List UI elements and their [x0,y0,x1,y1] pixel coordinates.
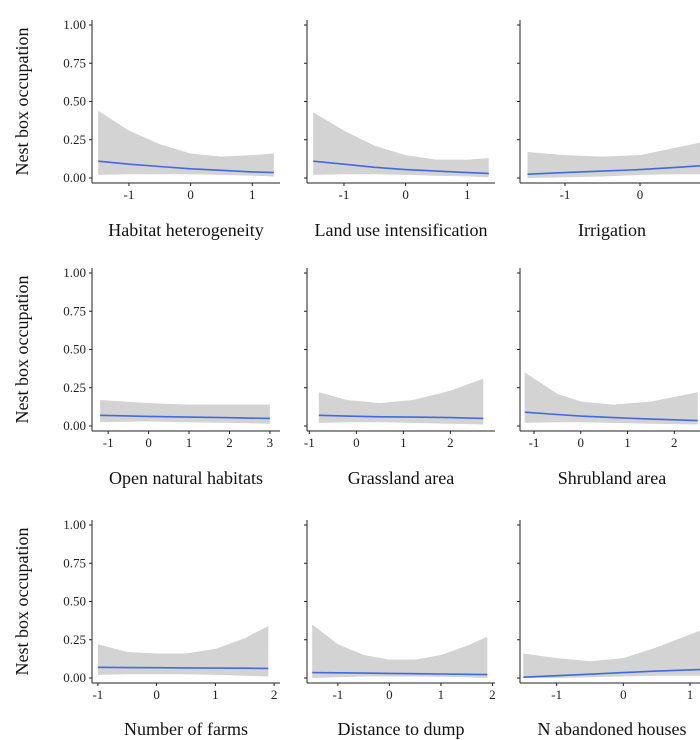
x-axis-label: Grassland area [348,468,454,488]
panel-7: 0.00 0.25 0.50 0.75 1.00 -1 0 1 2 Number of farms… [12,517,280,739]
x-tick-label: 0 [187,187,194,202]
x-tick-label: 0 [637,187,644,202]
fitted-line [100,414,270,420]
x-tick-label: 1 [464,187,471,202]
x-axis-label: N abandoned houses [538,719,687,739]
x-tick-label: -1 [92,687,103,702]
x-tick-label: -1 [124,187,135,202]
panel-2: -1 0 1 Land use intensification [304,20,495,240]
fitted-line [318,414,484,420]
x-tick-label: 1 [624,435,631,450]
confidence-band [313,112,489,178]
confidence-band [98,110,274,177]
y-tick-label: 0.75 [63,555,86,570]
x-axis-label: Shrubland area [558,468,666,488]
x-tick-label: 1 [687,687,694,702]
y-tick-label: 0.50 [63,594,86,609]
fitted-line [524,411,698,422]
panel-1: 0.00 0.25 0.50 0.75 1.00 -1 0 1 Habitat heteroge… [12,17,280,240]
y-axis-label: Nest box occupation [12,528,32,676]
x-tick-label: 0 [353,435,360,450]
x-tick-label: 2 [671,435,678,450]
confidence-band [524,372,698,425]
x-axis-label: Habitat heterogeneity [108,220,263,240]
x-tick-label: -1 [529,435,540,450]
y-tick-label: 0.00 [63,670,86,685]
x-tick-label: 2 [226,435,233,450]
panel-9: -1 0 1 N abandoned houses [517,520,700,739]
x-tick-label: -1 [551,687,562,702]
x-tick-label: 0 [578,435,585,450]
x-tick-label: 2 [447,435,454,450]
confidence-band [312,624,488,678]
fitted-line [313,160,489,175]
x-tick-label: 0 [402,187,409,202]
x-tick-label: 2 [271,687,278,702]
y-tick-label: 0.50 [63,94,86,109]
x-tick-label: -1 [339,187,350,202]
y-axis-label: Nest box occupation [12,28,32,176]
fitted-line [312,671,488,676]
x-tick-label: 0 [620,687,627,702]
confidence-band [97,626,269,677]
confidence-band [318,378,484,425]
y-tick-label: 1.00 [63,17,86,32]
y-tick-label: 1.00 [63,517,86,532]
y-tick-label: 0.00 [63,418,86,433]
y-tick-label: 0.25 [63,132,86,147]
y-tick-label: 0.75 [63,55,86,70]
y-tick-label: 0.50 [63,342,86,357]
x-tick-label: -1 [560,187,571,202]
x-tick-label: 3 [267,435,274,450]
panel-3: -1 0 Irrigation [517,20,700,240]
y-tick-label: 0.75 [63,303,86,318]
fitted-line [97,666,269,670]
x-tick-label: -1 [103,435,114,450]
panel-4: 0.00 0.25 0.50 0.75 1.00 -1 0 1 2 3 Open natural h… [12,265,280,488]
x-tick-label: 1 [438,687,445,702]
x-tick-label: 0 [145,435,152,450]
x-tick-label: -1 [332,687,343,702]
y-tick-label: 1.00 [63,265,86,280]
panel-6: -1 0 1 2 Shrubland area [517,268,700,488]
x-tick-label: 1 [212,687,219,702]
x-tick-label: 1 [186,435,193,450]
x-tick-label: 1 [249,187,256,202]
y-tick-label: 0.00 [63,170,86,185]
fitted-line [98,160,274,174]
x-tick-label: 0 [153,687,160,702]
panel-5: -1 0 1 2 Grassland area [304,268,495,488]
x-axis-label: Distance to dump [338,719,465,739]
x-tick-label: 1 [400,435,407,450]
confidence-band [523,630,700,678]
y-tick-label: 0.25 [63,380,86,395]
x-tick-label: -1 [304,435,315,450]
x-axis-label: Land use intensification [315,220,488,240]
x-tick-label: 0 [386,687,393,702]
y-tick-label: 0.25 [63,632,86,647]
x-axis-label: Irrigation [578,220,646,240]
x-tick-label: 2 [489,687,496,702]
y-axis-label: Nest box occupation [12,276,32,424]
panel-8: -1 0 1 2 Distance to dump [304,520,496,739]
confidence-band [100,400,270,424]
fitted-line [523,668,700,678]
x-axis-label: Open natural habitats [109,468,263,488]
fitted-line [527,165,700,175]
x-axis-label: Number of farms [124,719,248,739]
